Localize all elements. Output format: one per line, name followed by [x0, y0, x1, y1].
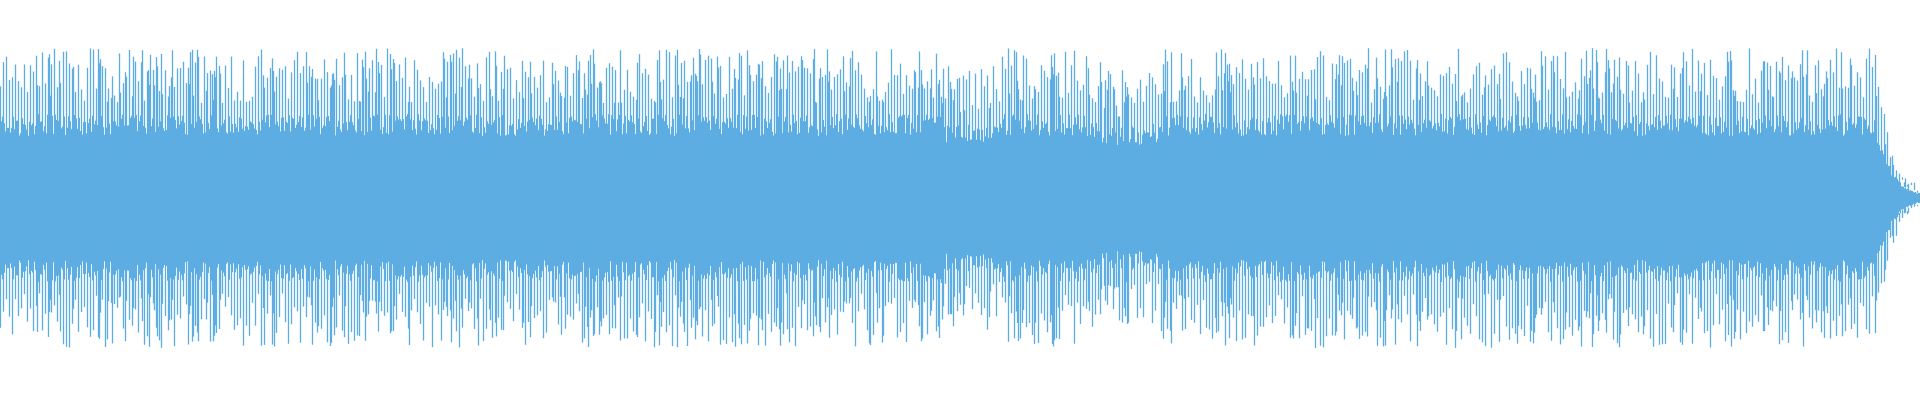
- waveform-body: [0, 114, 1920, 282]
- waveform-peaks: [0, 48, 1919, 348]
